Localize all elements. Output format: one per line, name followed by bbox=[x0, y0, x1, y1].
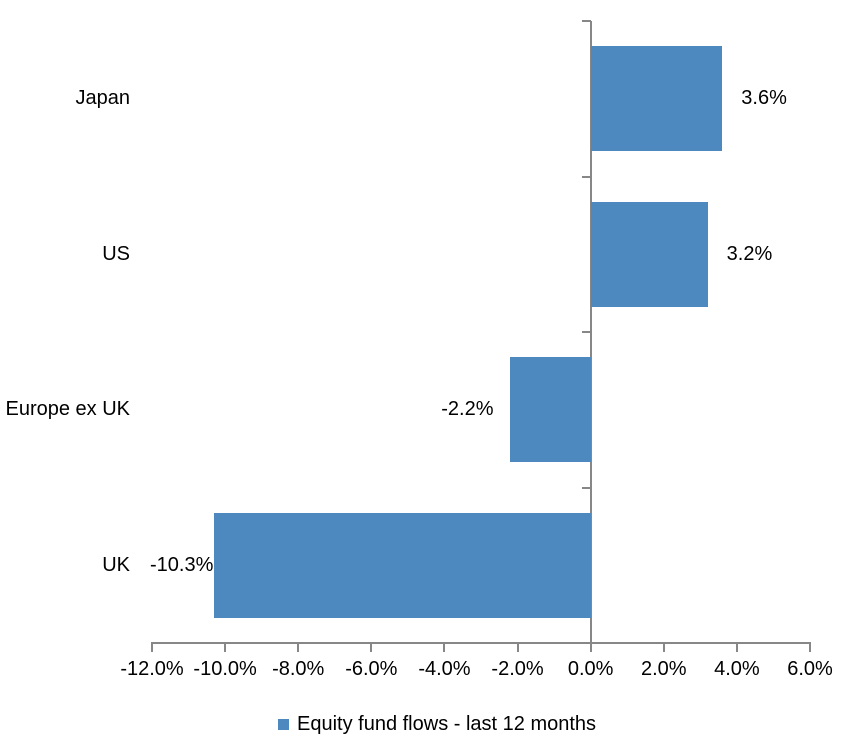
x-tick-label: 2.0% bbox=[640, 658, 687, 680]
category-label: US bbox=[102, 242, 130, 265]
x-tick-label: -6.0% bbox=[345, 658, 398, 680]
x-axis-tick bbox=[151, 642, 153, 652]
x-tick-label: 4.0% bbox=[714, 658, 760, 680]
x-axis-tick bbox=[443, 642, 446, 652]
x-axis-tick bbox=[809, 642, 811, 652]
x-tick-label: -4.0% bbox=[418, 658, 471, 680]
data-label: -2.2% bbox=[441, 398, 494, 421]
x-tick-label: -8.0% bbox=[272, 658, 325, 680]
x-tick-label: -12.0% bbox=[120, 658, 184, 680]
category-axis-line bbox=[589, 21, 592, 651]
x-axis-tick bbox=[370, 642, 373, 652]
legend-label: Equity fund flows - last 12 months bbox=[297, 712, 597, 735]
data-label: -10.3% bbox=[150, 553, 214, 576]
category-axis-tick bbox=[581, 331, 591, 333]
legend-square-icon bbox=[278, 718, 289, 730]
data-label: 3.2% bbox=[726, 242, 773, 265]
category-label: Europe ex UK bbox=[5, 398, 130, 421]
category-axis-tick bbox=[581, 642, 591, 644]
category-label: UK bbox=[102, 553, 130, 576]
data-label: 3.6% bbox=[741, 87, 787, 110]
x-axis-tick bbox=[224, 642, 227, 652]
bar-japan bbox=[590, 46, 723, 152]
legend: Equity fund flows - last 12 months bbox=[278, 711, 596, 737]
value-axis-line bbox=[151, 642, 811, 644]
bar-us bbox=[590, 201, 708, 307]
x-tick-label: -10.0% bbox=[193, 658, 257, 680]
bar-uk bbox=[214, 512, 591, 618]
x-axis-tick bbox=[516, 642, 519, 652]
x-tick-label: 0.0% bbox=[567, 658, 614, 680]
x-axis-tick bbox=[735, 642, 738, 652]
bar-europe-ex-uk bbox=[510, 357, 591, 463]
category-axis-tick bbox=[581, 20, 591, 22]
category-axis-tick bbox=[581, 175, 591, 178]
x-tick-label: 6.0% bbox=[787, 658, 833, 680]
x-axis-tick bbox=[297, 642, 300, 652]
category-label: Japan bbox=[75, 87, 131, 110]
x-tick-label: -2.0% bbox=[491, 658, 544, 680]
category-axis-tick bbox=[581, 486, 591, 489]
x-axis-tick bbox=[662, 642, 665, 652]
